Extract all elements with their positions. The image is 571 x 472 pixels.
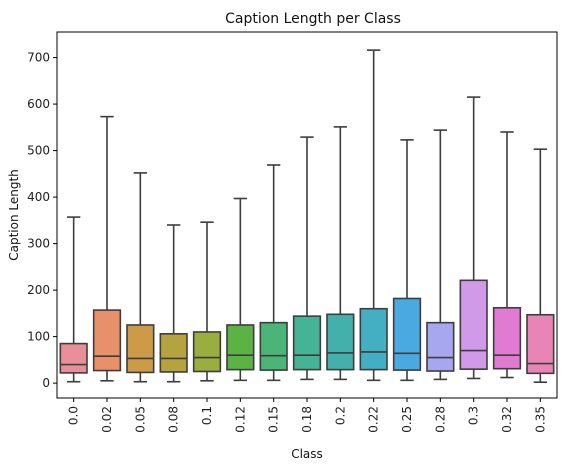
x-tick-label: 0.02 (100, 406, 114, 433)
box-body (92, 309, 122, 372)
y-tick-label: 400 (27, 190, 50, 204)
x-tick-label: 0.3 (467, 406, 481, 425)
box-0.35 (526, 148, 555, 383)
box-0.32 (492, 131, 522, 379)
x-tick-label: 0.15 (267, 406, 281, 433)
x-tick-label: 0.32 (500, 406, 514, 433)
box-0.18 (292, 136, 322, 381)
x-tick-label: 0.25 (400, 406, 414, 433)
x-tick-label: 0.08 (167, 406, 181, 433)
box-0.3 (459, 96, 488, 380)
box-0.2 (326, 126, 355, 381)
plot-frame (56, 31, 558, 399)
x-tick-label: 0.05 (133, 406, 147, 433)
x-tick-label: 0.2 (333, 406, 347, 425)
x-axis: 0.0 0.02 0.05 0.08 0.1 0.12 0.15 0.18 0.2 0.22 0.2… (67, 398, 547, 433)
x-tick-label: 0.18 (300, 406, 314, 433)
box-body (226, 324, 255, 371)
box-0.1 (192, 221, 222, 382)
box-0.02 (92, 115, 122, 382)
box-body (492, 306, 522, 370)
box-0.12 (226, 197, 255, 382)
x-tick-label: 0.1 (200, 406, 214, 425)
box-body (326, 313, 355, 371)
box-0.08 (159, 224, 188, 383)
x-tick-label: 0.35 (533, 406, 547, 433)
y-tick-label: 700 (27, 51, 50, 65)
boxes-group (59, 49, 555, 383)
box-0.0 (59, 216, 88, 383)
box-body (292, 315, 322, 371)
box-body (359, 307, 388, 371)
box-body (59, 342, 88, 374)
y-tick-label: 0 (42, 376, 50, 390)
box-body (159, 333, 188, 373)
y-tick-label: 200 (27, 283, 50, 297)
box-body (126, 324, 155, 374)
y-axis-label: Caption Length (7, 169, 21, 261)
x-tick-label: 0.12 (233, 406, 247, 433)
x-axis-label: Class (291, 447, 323, 461)
box-0.22 (359, 49, 388, 382)
x-tick-label: 0.0 (67, 406, 81, 425)
x-tick-label: 0.22 (367, 406, 381, 433)
y-tick-label: 600 (27, 97, 50, 111)
box-body (526, 313, 555, 375)
y-tick-label: 300 (27, 237, 50, 251)
box-0.28 (426, 129, 455, 381)
y-tick-label: 100 (27, 330, 50, 344)
y-tick-label: 500 (27, 144, 50, 158)
box-0.15 (259, 164, 288, 382)
box-body (426, 321, 455, 372)
x-tick-label: 0.28 (433, 406, 447, 433)
box-body (192, 331, 222, 373)
chart-title: Caption Length per Class (225, 11, 401, 27)
box-0.05 (126, 172, 155, 383)
y-axis: 0 100 200 300 400 500 600 700 (27, 51, 57, 390)
box-body (259, 321, 288, 371)
box-0.25 (392, 139, 422, 382)
box-body (459, 279, 488, 370)
box-body (392, 297, 422, 371)
